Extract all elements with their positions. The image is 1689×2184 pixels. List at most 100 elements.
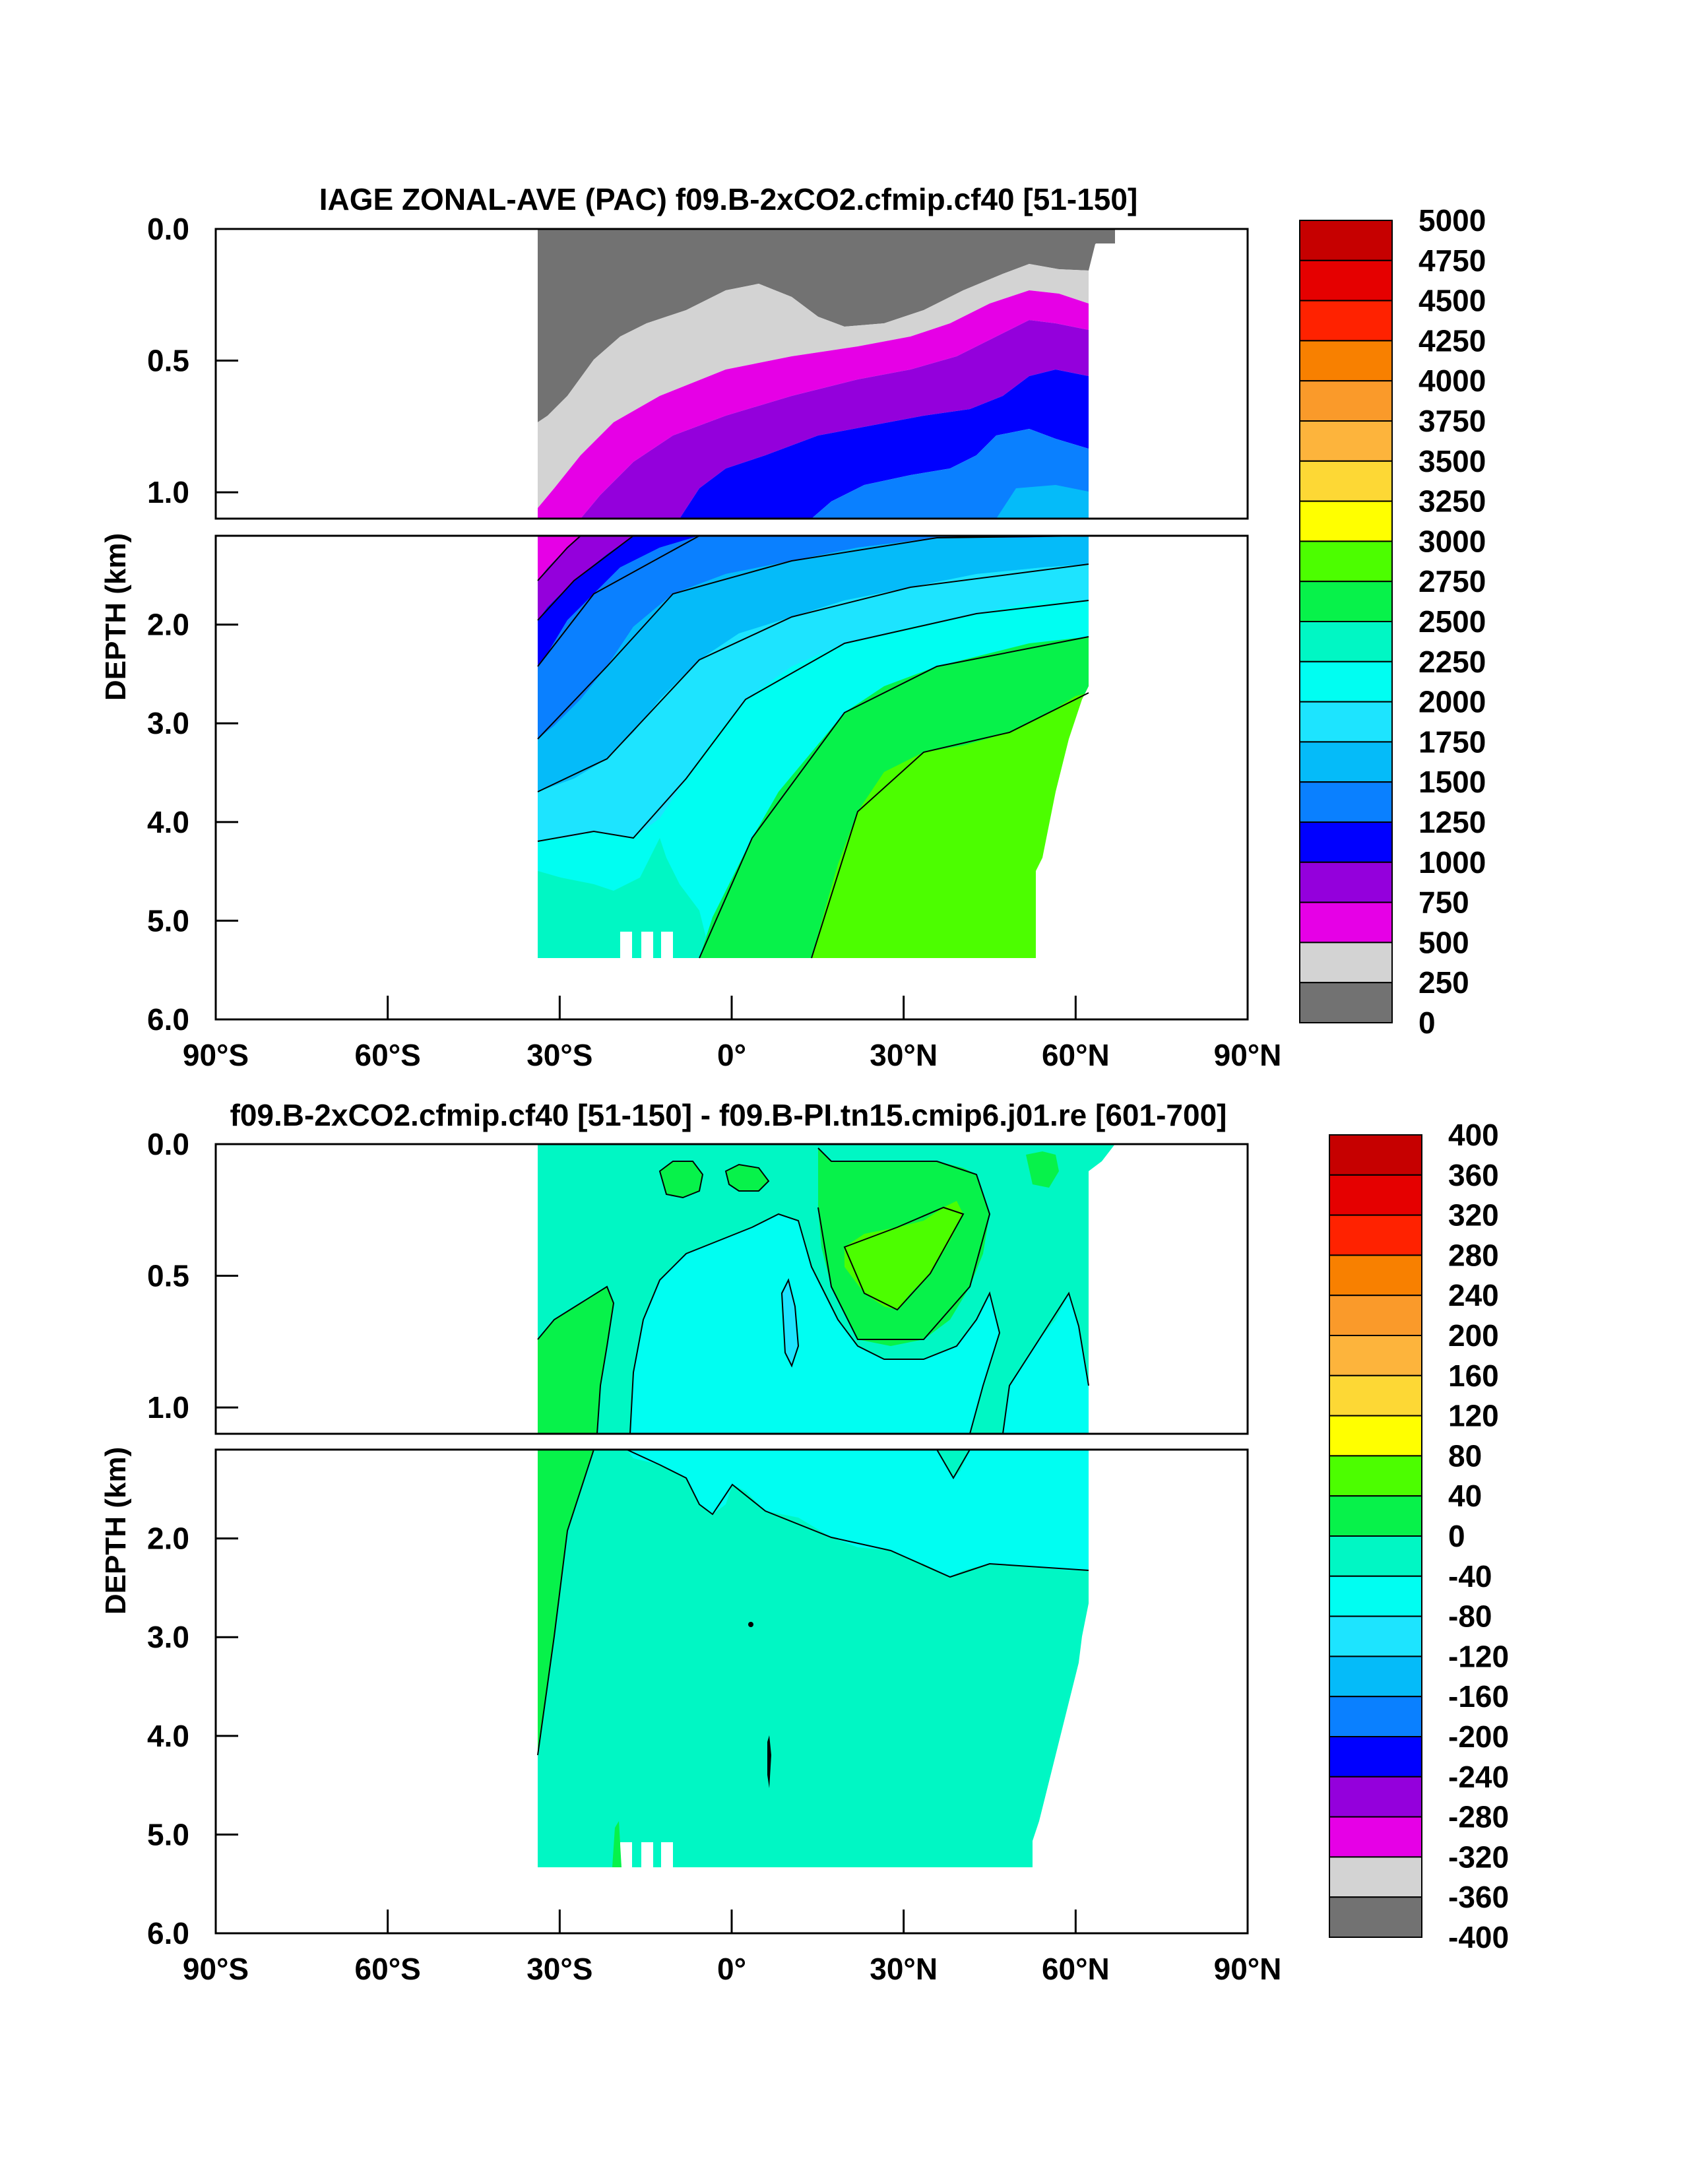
colorbar-label: 1000 [1418,845,1486,880]
colorbar-swatch [1299,420,1393,462]
panel-2-difference: f09.B-2xCO2.cfmip.cf40 [51-150] - f09.B-… [100,1098,1509,1986]
diff-green-blob-1 [660,1161,703,1198]
colorbar-label: -280 [1448,1800,1509,1834]
colorbar-swatch [1329,1776,1422,1818]
colorbar-label: -120 [1448,1639,1509,1673]
colorbar-swatch [1299,982,1393,1023]
colorbar-label: 2250 [1418,645,1486,679]
y-tick-label: 6.0 [147,1002,189,1037]
colorbar-label: 3500 [1418,444,1486,478]
colorbar-swatch [1329,1896,1422,1938]
y-tick-label: 2.0 [147,1522,189,1556]
panel-2-lower-field [538,1450,1089,1933]
colorbar-swatch [1299,220,1393,261]
colorbar-label: 250 [1418,965,1469,1000]
colorbar-label: -80 [1448,1599,1492,1634]
colorbar-swatch [1299,741,1393,783]
diff-cyan-lower [627,1450,1089,1577]
y-tick-label: 0.0 [147,1127,189,1161]
diff-green-sliver-bottom [612,1821,621,1867]
colorbar-label: 2500 [1418,604,1486,639]
panel-2-upper-contours [537,1147,1089,1434]
diff-green-blob-2 [726,1165,769,1191]
colorbar-label: 360 [1448,1158,1499,1192]
colorbar-label: 2000 [1418,685,1486,719]
y-tick-label: 5.0 [147,903,189,938]
age-band-lower-2000 [538,564,1089,841]
x-tick-label: 90°S [183,1038,249,1072]
y-tick-label: 2.0 [147,608,189,642]
colorbar-swatch [1329,1335,1422,1376]
x-tick-label: 30°N [870,1952,938,1986]
age-band-1750-upper [996,485,1089,519]
colorbar-label: -240 [1448,1760,1509,1794]
panel-1-x-axis: 90°S 60°S 30°S 0° 30°N 60°N 90°N [183,996,1281,1072]
colorbar-label: 400 [1448,1118,1499,1152]
colorbar-swatch [1329,1415,1422,1457]
colorbar-swatch [1329,1535,1422,1577]
panel-2-ylabel: DEPTH (km) [100,1447,132,1615]
colorbar-label: 0 [1448,1519,1465,1553]
colorbar-swatch [1299,621,1393,662]
y-tick-label: 0.5 [147,344,189,378]
age-band-1000-1250 [581,320,1089,519]
y-tick-label: 5.0 [147,1817,189,1851]
colorbar-swatch [1299,540,1393,583]
bathymetry-mask-2 [538,1603,1089,1933]
colorbar-swatch [1329,1736,1422,1778]
colorbar-label: -160 [1448,1679,1509,1714]
y-tick-label: 3.0 [147,1620,189,1654]
colorbar-label: 160 [1448,1359,1499,1393]
colorbar-swatch [1299,581,1393,623]
age-band-lower-1250 [538,536,699,666]
panel-1-ylabel: DEPTH (km) [100,533,132,701]
colorbar-label: 1500 [1418,765,1486,799]
colorbar-label: 750 [1418,885,1469,920]
colorbar-swatch [1329,1696,1422,1737]
colorbar-label: 1750 [1418,724,1486,759]
colorbar-swatch [1329,1575,1422,1617]
age-band-1250-1500 [680,369,1089,519]
panel-2-upper-field [538,1144,1115,1434]
colorbar-label: 280 [1448,1238,1499,1272]
colorbar-label: 40 [1448,1479,1482,1513]
age-band-lower-1500 [538,536,1089,739]
colorbar-label: 4750 [1418,243,1486,278]
age-band-lower-1000 [538,536,633,620]
colorbar-label: 200 [1448,1318,1499,1353]
colorbar-swatch [1329,1254,1422,1297]
x-tick-label: 60°S [355,1952,421,1986]
x-tick-label: 60°S [355,1038,421,1072]
colorbar-label: 4500 [1418,284,1486,318]
colorbar-swatch [1329,1615,1422,1657]
colorbar-swatch [1329,1134,1422,1176]
y-tick-label: 1.0 [147,1390,189,1425]
colorbar-swatch [1299,781,1393,823]
y-tick-label: 6.0 [147,1916,189,1950]
x-tick-label: 60°N [1042,1038,1110,1072]
bathymetry-mask [538,686,1089,1019]
colorbar-label: -200 [1448,1719,1509,1754]
x-tick-label: 30°S [526,1038,592,1072]
colorbar-swatch [1299,901,1393,944]
colorbar-swatch [1329,1455,1422,1497]
colorbar-label: -360 [1448,1880,1509,1914]
y-tick-label: 4.0 [147,1719,189,1753]
colorbar-swatch [1299,942,1393,984]
colorbar-swatch [1329,1295,1422,1336]
y-tick-label: 3.0 [147,706,189,740]
colorbar-label: 3750 [1418,404,1486,438]
age-band-lower-2750 [812,693,1089,958]
colorbar-swatch [1299,259,1393,302]
colorbar-label: 3250 [1418,484,1486,519]
colorbar-swatch [1329,1655,1422,1698]
colorbar-label: 320 [1448,1198,1499,1233]
diff-green-lower-west [538,1450,594,1755]
panel-1-upper-field [538,229,1115,519]
colorbar-label: 500 [1418,925,1469,959]
colorbar-label: 4000 [1418,364,1486,398]
x-tick-label: 0° [717,1038,746,1072]
age-band-lower-1750 [538,536,1089,792]
x-tick-label: 0° [717,1952,746,1986]
age-band-750-1000 [538,290,1089,519]
